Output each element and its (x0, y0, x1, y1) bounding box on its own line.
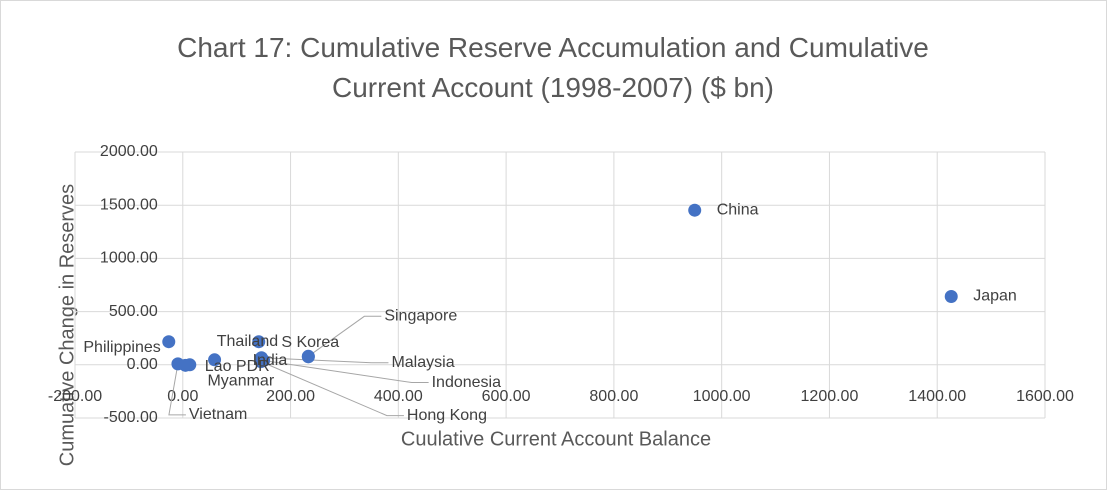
point-label: Vietnam (189, 406, 247, 423)
x-tick-label: 600.00 (482, 388, 531, 405)
point (688, 203, 702, 217)
y-tick-label: 1500.00 (100, 196, 158, 213)
y-tick-label: 1000.00 (100, 250, 158, 267)
x-axis-title: Cuulative Current Account Balance (401, 428, 711, 450)
point (301, 349, 315, 363)
y-axis-title: Cumuative Change in Reserves (56, 184, 78, 466)
point-label: Japan (973, 288, 1017, 305)
y-tick-label: -500.00 (104, 409, 158, 426)
x-tick-label: 800.00 (589, 388, 638, 405)
x-tick-label: 1000.00 (693, 388, 751, 405)
chart-title: Chart 17: Cumulative Reserve Accumulatio… (177, 32, 929, 103)
leader-line (260, 361, 404, 417)
point-label: India (253, 352, 288, 369)
point-label: Thailand (217, 333, 278, 350)
point (252, 335, 266, 349)
point (944, 289, 958, 303)
leader-line (263, 360, 429, 384)
point-label: China (717, 201, 759, 218)
point-label: Lao PDR (205, 358, 270, 375)
point (208, 353, 222, 367)
point-label: Singapore (384, 308, 457, 325)
point-label: Philippines (83, 339, 160, 356)
point-label: Malaysia (391, 354, 454, 371)
point-label: S Korea (281, 334, 339, 351)
x-tick-label: 400.00 (374, 388, 423, 405)
point-label: Hong Kong (407, 407, 487, 424)
point-label: Indonesia (432, 374, 501, 391)
leader-line (168, 363, 186, 416)
leader-line (261, 357, 389, 364)
x-tick-label: 200.00 (266, 388, 315, 405)
x-tick-label: 0.00 (167, 388, 198, 405)
point (171, 357, 185, 371)
y-tick-label: 2000.00 (100, 143, 158, 160)
point (162, 335, 176, 349)
x-tick-label: -200.00 (48, 388, 102, 405)
point (254, 355, 268, 369)
leader-line (308, 315, 382, 357)
y-tick-label: 0.00 (127, 356, 158, 373)
point-label: Myanmar (207, 373, 274, 390)
x-tick-label: 1600.00 (1016, 388, 1074, 405)
x-tick-label: 1400.00 (908, 388, 966, 405)
y-tick-label: 500.00 (109, 303, 158, 320)
x-tick-label: 1200.00 (801, 388, 859, 405)
